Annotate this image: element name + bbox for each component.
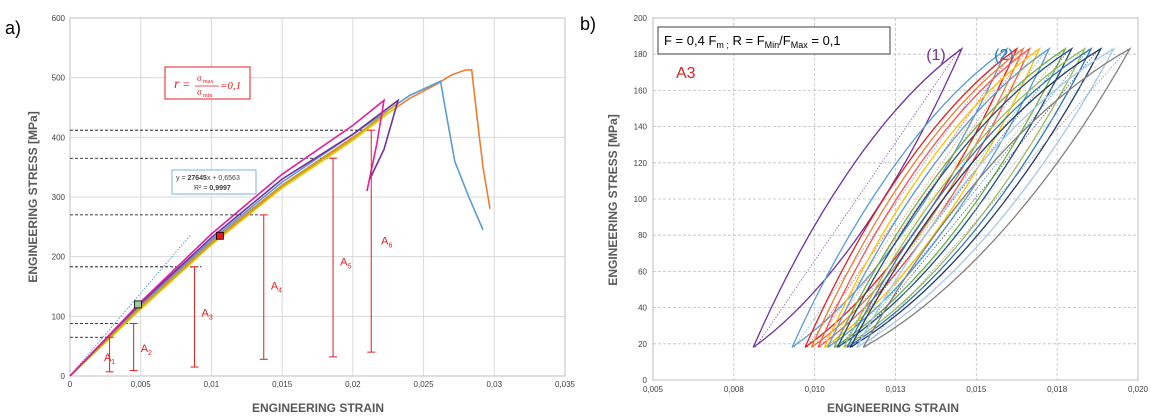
y-tick-label: 140	[634, 123, 648, 132]
ratio-numerator: σ	[197, 73, 202, 83]
plot-area-b	[652, 17, 1139, 381]
data-marker	[133, 300, 142, 309]
hysteresis-loop	[752, 46, 964, 348]
series-line	[69, 98, 400, 377]
ratio-denominator: σ	[197, 87, 202, 97]
y-tick-label: 100	[634, 195, 648, 204]
x-tick-label: 0,015	[272, 380, 293, 389]
loop-centerline	[793, 48, 1006, 348]
y-axis-title-b: ENGINEERING STRESS [MPa]	[606, 114, 620, 285]
y-tick-label: 300	[52, 193, 66, 202]
y-tick-label: 0	[643, 376, 648, 385]
x-tick-label: 0,015	[966, 385, 987, 394]
x-tick-label: 0,013	[885, 385, 906, 394]
x-tick-label: 0,03	[486, 380, 502, 389]
panel-a-label: a)	[5, 18, 21, 38]
y-tick-label: 200	[52, 253, 66, 262]
series-line	[69, 103, 400, 377]
hysteresis-loop	[823, 46, 1041, 348]
y-tick-label: 80	[638, 231, 647, 240]
y-tick-label: 0	[61, 372, 66, 381]
series-line	[69, 98, 386, 377]
data-marker	[216, 231, 224, 240]
y-tick-label: 60	[638, 267, 647, 276]
ratio-denominator-sub: min	[203, 93, 212, 99]
fit-line	[69, 235, 191, 376]
amplitude-label: A1	[104, 352, 115, 366]
y-tick-label: 500	[52, 74, 66, 83]
y-tick-label: 180	[634, 50, 648, 59]
x-tick-label: 0,010	[805, 385, 826, 394]
ratio-numerator-sub: max	[203, 79, 213, 85]
y-tick-label: 160	[634, 86, 648, 95]
hysteresis-loop	[846, 47, 1093, 348]
hysteresis-loop	[810, 46, 1025, 348]
specimen-label: A3	[676, 65, 696, 82]
y-tick-label: 600	[52, 14, 66, 23]
hysteresis-loop	[843, 47, 1087, 348]
x-tick-label: 0	[68, 380, 73, 389]
hysteresis-loop	[804, 46, 1019, 348]
series-line	[69, 80, 484, 377]
loop-centerline	[848, 48, 1090, 348]
x-tick-label: 0,02	[345, 380, 361, 389]
hysteresis-loop	[862, 47, 1132, 348]
hysteresis-loop	[817, 46, 1032, 348]
panel-a: a) 0 0,005 0,01 0,015 0,02 0,025 0,03 0,035 0 100…	[5, 14, 576, 415]
y-tick-label: 200	[634, 14, 648, 23]
condition-box: F = 0,4 Fm ; R = FMin/FMax = 0,1	[657, 26, 891, 55]
loop-centerline	[754, 48, 961, 348]
ratio-equals: =	[183, 77, 190, 91]
loop-centerline	[858, 48, 1113, 348]
x-tick-label: 0,025	[414, 380, 435, 389]
ratio-value: =0,1	[220, 80, 241, 92]
loop-centerline	[819, 48, 1029, 348]
ratio-box: r = σ max σ min =0,1	[164, 66, 251, 100]
loop-centerline	[864, 48, 1129, 348]
loop-centerline	[826, 48, 1038, 348]
amplitude-label: A6	[381, 236, 392, 250]
hysteresis-loop	[856, 47, 1116, 348]
y-tick-label: 20	[638, 340, 647, 349]
x-tick-label: 0,01	[204, 380, 220, 389]
hysteresis-loop	[791, 46, 1009, 348]
fit-box: y = 27645x + 0,6563 R² = 0,9997	[171, 169, 257, 195]
cycle-label: (2)	[994, 47, 1014, 64]
x-tick-label: 0,020	[1128, 385, 1149, 394]
series-line	[69, 69, 491, 377]
x-axis-title-b: ENGINEERING STRAIN	[827, 401, 959, 415]
fit-equation: y = 27645x + 0,6563	[176, 175, 240, 182]
fit-r-squared: R² = 0,9997	[194, 185, 231, 192]
x-tick-label: 0,005	[643, 385, 664, 394]
x-axis-title-a: ENGINEERING STRAIN	[252, 401, 384, 415]
hysteresis-loop	[836, 47, 1074, 348]
condition-text: F = 0,4 Fm ; R = FMin/FMax = 0,1	[664, 33, 841, 50]
x-tick-label: 0,005	[131, 380, 152, 389]
panel-b-label: b)	[580, 14, 596, 34]
series-line	[69, 102, 399, 377]
hysteresis-loop	[849, 47, 1103, 348]
loop-centerline	[813, 48, 1022, 348]
y-tick-label: 100	[52, 312, 66, 321]
y-axis-title-a: ENGINEERING STRESS [MPa]	[26, 111, 40, 282]
cycle-label: (1)	[926, 47, 946, 64]
amplitude-label: A5	[340, 257, 351, 271]
amplitude-label: A4	[271, 280, 282, 294]
panel-b: b) 0,005 0,008 0,010 0,013 0,015 0,018 0,020 0 2…	[580, 14, 1149, 415]
x-tick-label: 0,018	[1047, 385, 1068, 394]
y-tick-label: 40	[638, 304, 647, 313]
plot-area-a	[69, 17, 566, 377]
y-tick-label: 400	[52, 133, 66, 142]
ratio-symbol: r	[174, 77, 180, 92]
hysteresis-loop	[833, 46, 1067, 348]
x-tick-label: 0,008	[724, 385, 745, 394]
amplitude-label: A3	[202, 307, 213, 321]
y-tick-label: 120	[634, 159, 648, 168]
amplitude-label: A2	[141, 343, 152, 357]
x-tick-label: 0,035	[555, 380, 576, 389]
